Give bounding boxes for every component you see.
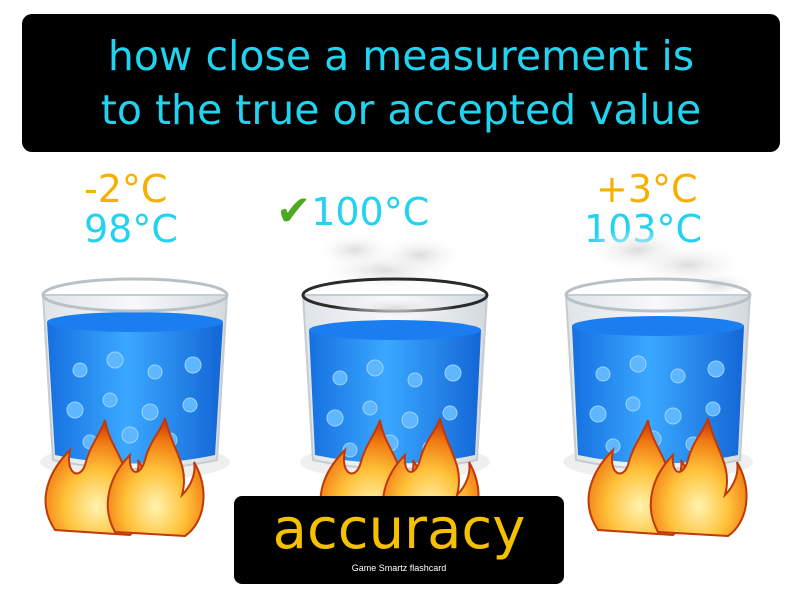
left-value-label: 98°C	[84, 207, 178, 251]
definition-box: how close a measurement is to the true o…	[22, 14, 780, 152]
term-title: accuracy	[272, 497, 526, 562]
definition-line-2: to the true or accepted value	[100, 86, 702, 134]
right-offset-label: +3°C	[596, 167, 698, 211]
checkmark-icon: ✔	[276, 186, 312, 235]
credit-text: Game Smartz flashcard	[351, 563, 447, 573]
center-value-label: 100°C	[311, 190, 430, 234]
center-beaker	[300, 232, 490, 537]
definition-line-1: how close a measurement is	[107, 32, 695, 80]
term-box: accuracy Game Smartz flashcard	[234, 496, 564, 584]
center-reading: ✔100°C	[276, 190, 430, 234]
left-offset-label: -2°C	[84, 167, 168, 211]
left-beaker	[40, 277, 230, 537]
right-beaker	[563, 228, 753, 537]
